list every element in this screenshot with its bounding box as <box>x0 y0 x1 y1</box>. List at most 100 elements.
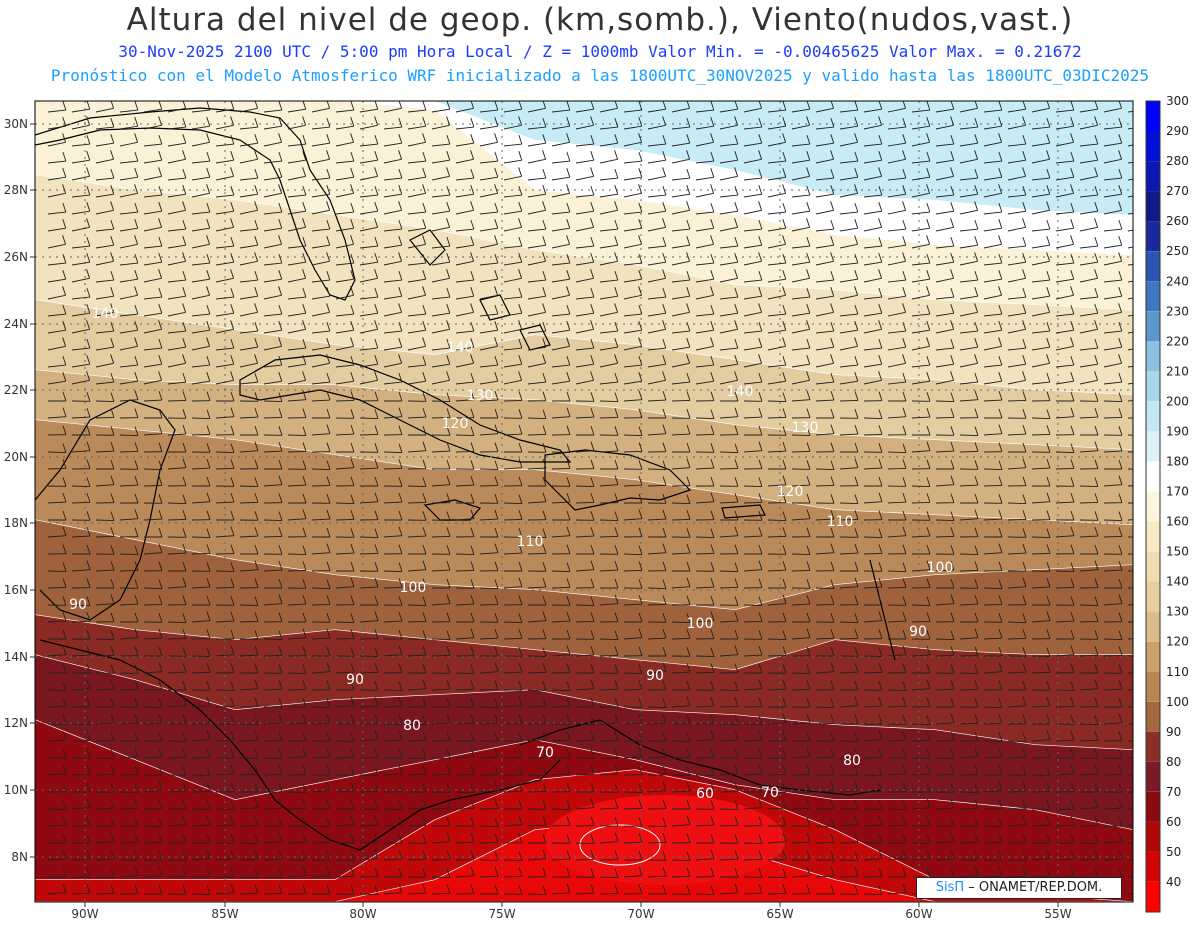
wind-barb <box>1103 107 1122 113</box>
wind-barb <box>455 399 475 402</box>
wind-barb <box>959 193 978 198</box>
wind-barb <box>503 467 523 470</box>
wind-barb-flag <box>998 698 1003 708</box>
wind-barb-flag <box>110 392 115 402</box>
wind-barb-flag <box>278 372 283 382</box>
wind-barb <box>71 416 91 419</box>
wind-barb-flag <box>638 612 643 623</box>
wind-barb <box>887 311 906 317</box>
wind-barb <box>335 364 354 368</box>
lat-label: 20N <box>4 450 28 464</box>
wind-barb-flag <box>1046 782 1051 792</box>
wind-barb-flag <box>758 392 763 402</box>
wind-barb <box>143 637 163 640</box>
wind-barb <box>143 706 163 709</box>
wind-barb <box>935 379 954 385</box>
wind-barb-flag <box>158 747 163 758</box>
wind-barb-flag <box>950 868 955 878</box>
wind-barb-flag <box>374 885 379 895</box>
wind-barb <box>887 193 906 198</box>
wind-barb-flag <box>614 527 619 537</box>
wind-barb-flag <box>1094 798 1099 808</box>
wind-barb-flag <box>734 218 739 228</box>
wind-barb <box>455 672 475 675</box>
wind-barb <box>263 294 282 300</box>
wind-barb-flag <box>230 101 235 110</box>
wind-barb-flag <box>686 117 691 128</box>
wind-barb-flag <box>1070 782 1075 792</box>
wind-barb <box>311 158 330 164</box>
wind-barb-flag <box>422 715 427 725</box>
wind-barb-flag <box>494 680 499 690</box>
wind-barb-flag <box>110 783 115 793</box>
wind-barb <box>95 876 115 879</box>
wind-barb-flag <box>326 442 331 452</box>
lon-label: 90W <box>71 907 98 921</box>
wind-barb-flag <box>878 595 883 606</box>
wind-barb-flag <box>494 579 499 589</box>
wind-barb <box>767 380 786 385</box>
wind-barb-flag <box>686 252 691 262</box>
wind-barb <box>383 311 402 317</box>
wind-barb-flag <box>134 337 139 347</box>
wind-barb <box>815 587 835 590</box>
wind-barb-flag <box>158 561 163 571</box>
wind-barb <box>791 194 810 198</box>
wind-barb-flag <box>254 883 259 894</box>
wind-barb-flag <box>62 459 67 469</box>
wind-barb <box>863 210 882 215</box>
wind-barb-flag <box>230 867 235 878</box>
wind-barb-flag <box>710 714 715 725</box>
wind-barb-flag <box>590 798 595 808</box>
wind-barb-flag <box>950 101 955 110</box>
wind-barb <box>983 109 1002 113</box>
wind-barb-flag <box>542 528 547 538</box>
wind-barb <box>911 858 931 861</box>
wind-barb-flag <box>182 662 187 673</box>
wind-barb-flag <box>1022 629 1027 639</box>
wind-barb-flag <box>1022 218 1027 228</box>
wind-barb <box>695 211 714 215</box>
wind-barb-flag <box>878 510 883 520</box>
wind-barb-flag <box>638 747 643 757</box>
wind-barb <box>1127 178 1133 181</box>
wind-barb <box>503 756 523 759</box>
wind-barb-flag <box>134 202 139 213</box>
wind-barb <box>335 227 354 232</box>
wind-barb <box>167 142 186 147</box>
wind-barb-flag <box>638 337 643 347</box>
wind-barb <box>143 296 162 300</box>
wind-barb <box>263 519 283 522</box>
wind-barb <box>311 177 330 181</box>
wind-barb-flag <box>182 714 187 724</box>
wind-barb-flag <box>398 697 403 707</box>
wind-barb-flag <box>254 201 259 211</box>
wind-barb-flag <box>230 730 235 741</box>
colorbar-label: 230 <box>1166 304 1189 318</box>
wind-barb-flag <box>566 253 571 264</box>
wind-barb-flag <box>806 628 811 638</box>
wind-barb-flag <box>494 747 499 758</box>
colorbar-swatch <box>1146 251 1160 282</box>
wind-barb-flag <box>782 664 787 674</box>
wind-barb-flag <box>590 392 595 402</box>
wind-barb-flag <box>614 270 619 281</box>
wind-barb <box>215 654 235 657</box>
wind-barb-flag <box>734 562 739 572</box>
wind-barb-flag <box>758 372 763 383</box>
wind-barb-flag <box>446 355 451 365</box>
wind-barb-flag <box>566 883 571 893</box>
wind-barb <box>647 296 666 300</box>
colorbar-label: 110 <box>1166 665 1189 679</box>
colorbar-label: 70 <box>1166 785 1181 799</box>
wind-barb-flag <box>494 117 499 127</box>
wind-barb-flag <box>542 849 547 859</box>
wind-barb <box>1055 294 1074 300</box>
wind-barb <box>671 311 690 317</box>
wind-barb-flag <box>518 338 523 349</box>
wind-barb <box>767 484 787 487</box>
wind-barb-flag <box>782 783 787 793</box>
wind-barb <box>815 244 834 249</box>
wind-barb <box>959 518 979 521</box>
wind-barb <box>191 790 211 793</box>
